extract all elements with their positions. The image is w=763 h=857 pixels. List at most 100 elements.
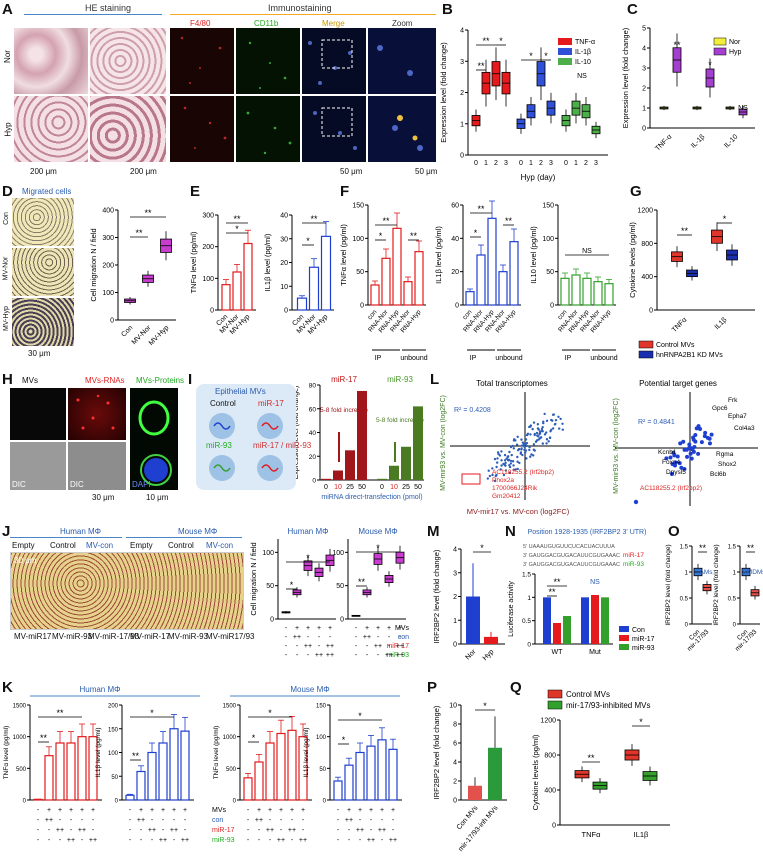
k0-row-2: miR-17: [212, 827, 235, 834]
i-xtick-0-2: 25: [346, 484, 354, 491]
l-point-a-136: [552, 413, 556, 416]
he-image-hyp-2: [90, 96, 166, 162]
l-point-a-47: [507, 458, 511, 462]
c-ytick-label-4: 4: [642, 46, 646, 53]
f1-ip: IP: [470, 355, 477, 362]
k2-mark-2-0: -: [247, 827, 250, 834]
j0-ytick-label-1: 50: [266, 583, 274, 590]
p-sig: *: [483, 701, 487, 711]
l-point-b-22: [696, 451, 701, 456]
j-mark-1-2-2: ++: [374, 643, 382, 650]
l-point-a-17: [491, 467, 494, 470]
e2-ytick-label-3: 30: [280, 236, 288, 243]
l-point-a-14: [509, 459, 513, 463]
n-title: Position 1928-1935 (IRF2BP2 3' UTR): [528, 529, 647, 536]
j-grid: [10, 552, 244, 630]
l-point-a-72: [516, 435, 519, 439]
l-point-b-29: [692, 444, 697, 449]
i-xtick-0-1: 10: [334, 484, 342, 491]
k3-mark-0-3: +: [369, 807, 373, 814]
j-row-1: con: [398, 634, 409, 641]
l-gene-b-2: Epha7: [728, 413, 747, 420]
o0-ylabel: IRF2BP2 level (fold change): [665, 544, 672, 625]
scale-he-1: 200 μm: [30, 167, 57, 176]
q-legend-1: mir-17/93-inhibited MVs: [566, 701, 650, 710]
k0-mark-2-3: -: [70, 827, 73, 834]
l-point-a-139: [553, 423, 557, 426]
g-ylabel: Cytokine levels (pg/ml): [628, 222, 637, 298]
n-bar-0-0: [543, 597, 551, 644]
he-image-hyp-1: [14, 96, 88, 162]
i-control: Control: [210, 399, 236, 408]
k2-mark-1-3: -: [280, 817, 283, 824]
l-gene-a-2: 1700066J24Rik: [492, 485, 538, 492]
cd11b-hyp: [236, 96, 300, 162]
j-col-control2: Control: [168, 541, 194, 550]
k1-bar-4: [169, 728, 179, 801]
f480-nor: [170, 28, 234, 94]
k2-mark-3-0: -: [247, 837, 250, 844]
l-point-a-121: [540, 427, 544, 431]
channel-zoom: Zoom: [392, 19, 413, 28]
l-point-b-39: [707, 436, 712, 441]
j-chart-mouse: Mouse MΦ: [358, 527, 397, 536]
panel-label-h: H: [2, 371, 13, 388]
i-note-1: 5-8 fold increase: [376, 417, 424, 424]
f0-ylabel: TNFα level (pg/ml): [339, 224, 348, 286]
l-point-b-21: [681, 439, 686, 444]
l-point-a-67: [514, 439, 517, 442]
k1-mark-2-5: -: [184, 827, 187, 834]
f2-ytick-label-1: 50: [546, 269, 554, 276]
l-point-b-25: [699, 440, 704, 445]
f2-ytick-label-2: 100: [542, 236, 554, 243]
k0-mark-0-1: +: [47, 807, 51, 814]
l-point-a-131: [559, 417, 562, 421]
k2-ytick-label-1: 500: [226, 767, 237, 773]
f0-ytick-label-3: 150: [352, 203, 364, 210]
j-mark-0-0-3: +: [317, 625, 321, 632]
l-gene-b-9: Dpysl5: [666, 469, 686, 476]
i-bar-1-2: [401, 446, 411, 480]
b-ytick-label-1: 1: [460, 121, 464, 128]
j-mark-0-3-3: ++: [315, 652, 323, 659]
i-series-0: miR-17: [331, 375, 357, 384]
d-xtick-0: Con: [120, 324, 134, 338]
j-mark-0-0-4: +: [328, 625, 332, 632]
f2-bar-3: [593, 281, 603, 306]
h-img-dic1: [10, 442, 66, 490]
f2-ip: IP: [565, 355, 572, 362]
k2-mark-3-1: -: [258, 837, 261, 844]
j-mark-0-3-4: ++: [326, 652, 334, 659]
he-image-nor-2: [90, 28, 166, 94]
merge-nor: [302, 28, 366, 94]
l-point-a-74: [523, 451, 527, 454]
l-highlight-box: [461, 473, 481, 485]
k0-mark-3-1: -: [48, 837, 51, 844]
j-human: Human MΦ: [60, 527, 102, 536]
panel-label-d: D: [2, 183, 13, 200]
l-ylabel-b: MV-mir93 vs. MV-con (log2FC): [613, 398, 620, 494]
panel-label-j: J: [2, 523, 11, 540]
k0-mark-1-3: -: [70, 817, 73, 824]
e-sig-1: *: [235, 224, 239, 234]
j-mark-1-2-3: -: [388, 643, 391, 650]
k0-mark-1-4: -: [81, 817, 84, 824]
k0-mark-3-5: ++: [89, 837, 97, 844]
j-mark-1-3-4: ++: [396, 652, 404, 659]
f-sig-6: **: [505, 216, 513, 226]
j-b4: MV-miR-17: [130, 632, 171, 641]
o1-ytick-label-1: 0.5: [728, 597, 737, 603]
panel-label-a: A: [2, 1, 13, 18]
f0-ytick-label-0: 0: [360, 303, 364, 310]
k2-ytick-label-2: 1000: [223, 735, 237, 741]
n-legend-swatch-1: [619, 635, 629, 641]
l-point-a-63: [530, 453, 533, 456]
n-bar-1-1: [591, 595, 599, 644]
k1-mark-0-3: +: [161, 807, 165, 814]
f480-hyp: [170, 96, 234, 162]
k-mouse: Mouse MΦ: [290, 685, 329, 694]
f0-ytick-label-2: 100: [352, 236, 364, 243]
l-gene-b-7: Kcnb1: [658, 449, 677, 456]
c-legend-swatch-0: [713, 37, 727, 46]
l-point-a-3: [495, 461, 499, 464]
